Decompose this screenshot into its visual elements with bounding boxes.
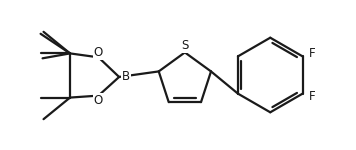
Text: F: F: [309, 90, 316, 103]
Text: O: O: [94, 46, 103, 59]
Text: S: S: [181, 39, 189, 52]
Text: B: B: [122, 70, 130, 83]
Text: F: F: [309, 47, 316, 60]
Text: O: O: [94, 94, 103, 107]
